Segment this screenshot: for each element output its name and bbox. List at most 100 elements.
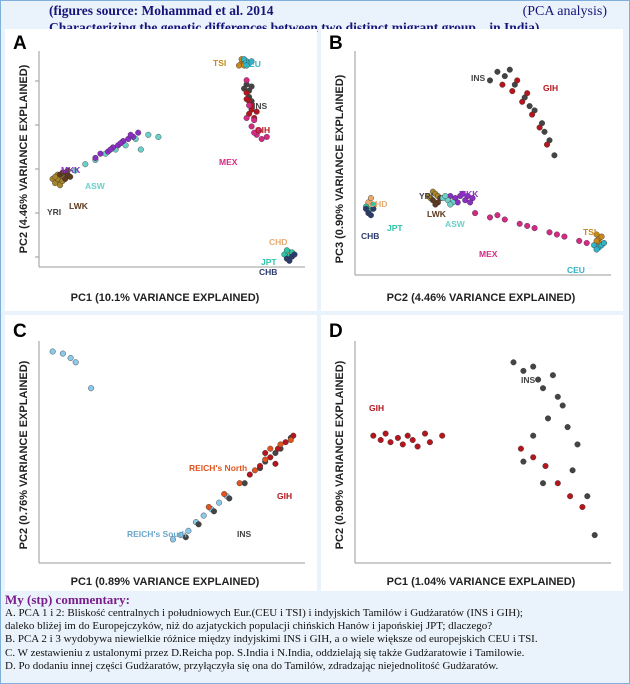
label-jpt: JPT <box>261 257 277 267</box>
y-axis-label: PC2 (0.76% VARIANCE EXPLAINED) <box>18 360 30 549</box>
label-chd: CHD <box>369 199 387 209</box>
point-mex <box>494 212 501 219</box>
point-tsi <box>598 233 605 240</box>
point-gih <box>399 441 406 448</box>
point-asw <box>145 131 152 138</box>
figure-source: (figures source: Mohammad et al. 2014 <box>49 3 274 18</box>
point-lwk <box>59 169 66 176</box>
point-ins <box>506 66 513 73</box>
point-gih <box>509 88 516 95</box>
point-mex <box>243 114 250 121</box>
point-reich-s-north <box>262 456 269 463</box>
point-mex <box>531 225 538 232</box>
point-chb <box>367 212 374 219</box>
commentary-line: C. W zestawieniu z ustalonymi przez D.Re… <box>5 646 525 659</box>
point-mex <box>472 210 479 217</box>
scatter-points <box>49 56 298 264</box>
point-ins <box>486 77 493 84</box>
point-jpt <box>283 247 290 254</box>
point-chb <box>363 205 370 212</box>
label-chd: CHD <box>269 237 287 247</box>
point-gih <box>554 480 561 487</box>
point-ins <box>541 128 548 135</box>
label-ins: INS <box>253 101 268 111</box>
point-reich-s-south <box>185 527 192 534</box>
point-reich-s-north <box>277 441 284 448</box>
point-mex <box>243 77 250 84</box>
point-ins <box>526 103 533 110</box>
point-ins <box>591 532 598 539</box>
point-gih <box>524 90 531 97</box>
point-gih <box>426 439 433 446</box>
point-mkk <box>127 131 134 138</box>
scatter-points <box>49 348 297 543</box>
point-tsi <box>235 62 242 69</box>
point-ceu <box>241 56 248 63</box>
point-lwk <box>64 167 71 174</box>
label-ins: INS <box>521 375 536 385</box>
label-asw: ASW <box>85 181 106 191</box>
label-ins: INS <box>237 529 252 539</box>
point-ins <box>241 480 248 487</box>
point-mex <box>553 231 560 238</box>
label-reich-south: REICH's South <box>127 529 187 539</box>
point-gih <box>394 434 401 441</box>
point-reich-s-south <box>200 512 207 519</box>
point-asw <box>447 201 454 208</box>
point-yri <box>52 173 59 180</box>
point-ins <box>182 534 189 541</box>
point-ins <box>535 376 542 383</box>
point-gih <box>439 432 446 439</box>
point-ins <box>195 521 202 528</box>
point-chb <box>286 257 293 264</box>
point-reich-s-north <box>251 467 258 474</box>
point-lwk <box>432 201 439 208</box>
label-mkk: MKK <box>459 189 479 199</box>
point-mex <box>583 239 590 246</box>
point-ceu <box>243 62 250 69</box>
analysis-type: (PCA analysis) <box>522 4 607 19</box>
point-gih <box>579 503 586 510</box>
panel-letter: A <box>13 33 27 54</box>
point-ceu <box>248 58 255 65</box>
point-mkk <box>97 150 104 157</box>
point-reich-s-north <box>205 503 212 510</box>
point-gih <box>514 77 521 84</box>
point-mex <box>248 123 255 130</box>
point-asw <box>155 133 162 140</box>
label-tsi: TSI <box>583 227 596 237</box>
panel-a-plot: A PC1 (10.1% VARIANCE EXPLAINED) PC2 (4.… <box>13 33 305 304</box>
label-lwk: LWK <box>69 201 89 211</box>
point-reich-s-south <box>88 385 95 392</box>
point-gih <box>377 436 384 443</box>
point-gih <box>387 439 394 446</box>
point-asw <box>442 192 449 199</box>
point-reich-s-south <box>72 359 79 366</box>
panel-d-plot: D PC1 (1.04% VARIANCE EXPLAINED) PC2 (0.… <box>329 321 611 588</box>
point-gih <box>499 81 506 88</box>
point-reich-s-north <box>236 480 243 487</box>
point-ins <box>559 402 566 409</box>
point-ins <box>226 495 233 502</box>
point-gih <box>370 432 377 439</box>
point-asw <box>72 167 79 174</box>
label-chb: CHB <box>361 231 379 241</box>
x-axis-label: PC1 (10.1% VARIANCE EXPLAINED) <box>71 292 260 304</box>
point-reich-s-south <box>216 499 223 506</box>
point-gih <box>530 454 537 461</box>
panel-b: B PC2 (4.46% VARIANCE EXPLAINED) PC3 (0.… <box>321 29 623 311</box>
label-gih: GIH <box>369 403 384 413</box>
point-gih <box>414 443 421 450</box>
point-gih <box>543 141 550 148</box>
point-ins <box>272 449 279 456</box>
point-asw <box>137 146 144 153</box>
point-chb <box>370 205 377 212</box>
point-ins <box>520 458 527 465</box>
label-yri: YRI <box>419 191 433 201</box>
point-ins <box>574 441 581 448</box>
point-gih <box>267 454 274 461</box>
point-reich-s-south <box>67 355 74 362</box>
point-ins <box>549 372 556 379</box>
label-yri: YRI <box>47 207 61 217</box>
point-ins <box>501 73 508 80</box>
